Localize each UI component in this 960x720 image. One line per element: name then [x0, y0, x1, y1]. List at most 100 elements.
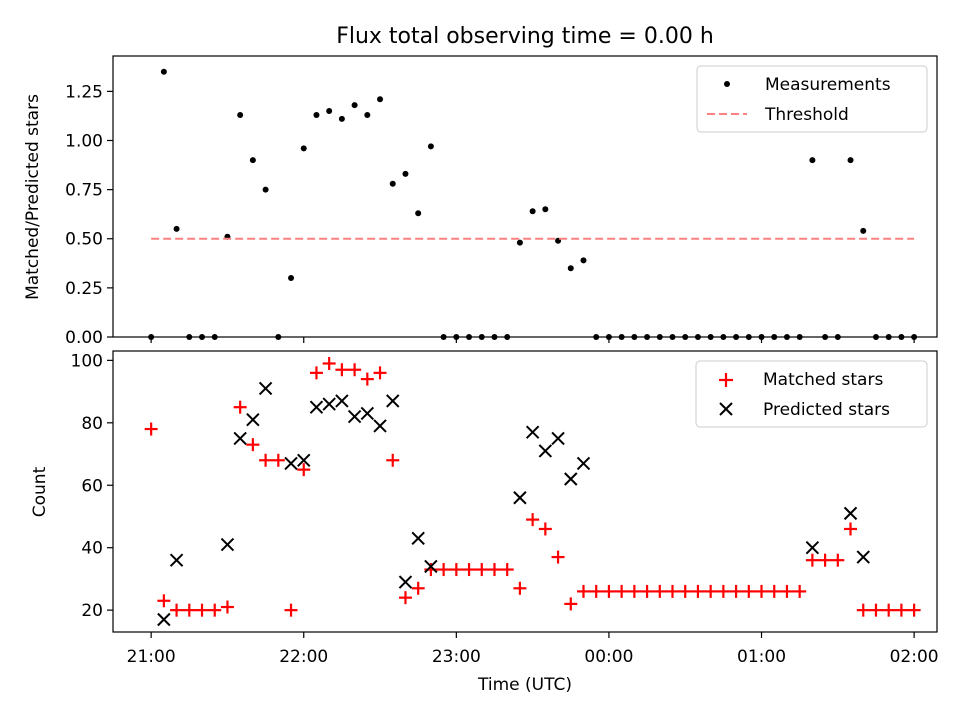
bottom-axes-frame [112, 350, 938, 633]
bottom-matched-stars-point [856, 603, 870, 617]
bottom-matched-stars-point [360, 372, 374, 386]
bottom-matched-stars-point [831, 553, 845, 567]
bottom-matched-stars-point [500, 563, 514, 577]
top-x-ticks [150, 337, 915, 343]
top-measurements-point [580, 257, 587, 264]
legend-marker-predicted [719, 402, 733, 416]
top-measurements-point [542, 206, 549, 213]
bottom-matched-stars-point [869, 603, 883, 617]
top-measurements-point [288, 275, 295, 282]
bottom-matched-stars-point [780, 584, 794, 598]
top-measurements-point [377, 96, 384, 103]
bottom-predicted-stars-point [169, 553, 184, 567]
bottom-matched-stars-point [335, 363, 349, 377]
legend-label-measurements: Measurements [765, 75, 891, 95]
bottom-matched-stars-point [576, 584, 590, 598]
bottom-predicted-stars-point [309, 400, 324, 414]
bottom-matched-stars-point [589, 584, 603, 598]
bottom-legend-box [695, 360, 928, 428]
bottom-x-tick-label: 00:00 [584, 647, 633, 667]
bottom-predicted-stars-point [347, 409, 362, 424]
bottom-matched-stars-point [691, 584, 705, 598]
top-chart-title: Flux total observing time = 0.00 h [336, 24, 714, 49]
top-measurements-point [516, 239, 523, 246]
top-measurements-point [567, 265, 574, 272]
bottom-matched-stars-point [233, 400, 247, 414]
bottom-matched-stars-point [411, 581, 425, 595]
top-measurements-point [313, 111, 320, 118]
bottom-predicted-stars-point [843, 506, 858, 521]
bottom-x-ticks: 21:00 22:00 23:00 00:00 01:00 02:00 [127, 632, 939, 667]
bottom-matched-stars-point [526, 513, 540, 527]
legend-label-predicted: Predicted stars [763, 400, 890, 420]
legend-label-threshold: Threshold [764, 105, 849, 125]
bottom-matched-stars-point [704, 584, 718, 598]
top-measurements-point [262, 186, 269, 193]
top-measurements-point [351, 102, 358, 109]
bottom-matched-stars-point [182, 603, 196, 617]
bottom-predicted-stars-point [411, 531, 425, 546]
bottom-matched-stars-point [551, 550, 565, 564]
bottom-matched-stars-point [818, 553, 832, 567]
bottom-matched-stars-point [907, 603, 921, 617]
bottom-predicted-stars-point [322, 397, 336, 411]
bottom-matched-stars-point [271, 453, 285, 467]
bottom-matched-stars-point [767, 584, 781, 598]
bottom-matched-stars-point [666, 584, 680, 598]
bottom-predicted-stars-point [424, 559, 438, 574]
top-measurements-point [237, 111, 244, 118]
top-measurements-point [809, 157, 816, 164]
bottom-matched-stars-point [742, 584, 756, 598]
bottom-predicted-stars-point [856, 550, 870, 564]
bottom-matched-stars-point [805, 553, 819, 567]
bottom-predicted-stars-point [576, 456, 591, 471]
bottom-matched-stars-point [475, 563, 489, 577]
bottom-x-axis-label: Time (UTC) [477, 675, 572, 695]
bottom-predicted-stars-point [373, 419, 387, 433]
bottom-y-tick-label: 40 [81, 539, 103, 559]
bottom-matched-stars-point [716, 584, 730, 598]
bottom-legend: Matched stars Predicted stars [695, 360, 928, 428]
top-y-tick-label: 0.50 [65, 230, 103, 250]
bottom-y-axis-label: Count [30, 466, 50, 517]
top-measurements-point [173, 225, 180, 232]
top-measurements-point [529, 208, 536, 215]
bottom-y-tick-label: 20 [81, 601, 103, 621]
top-measurements-point [326, 108, 333, 115]
bottom-matched-stars-point [170, 603, 184, 617]
bottom-matched-stars-point [640, 584, 654, 598]
bottom-predicted-stars-point [220, 537, 235, 552]
bottom-matched-stars-point [398, 591, 412, 605]
bottom-predicted-stars-point [538, 444, 553, 458]
bottom-matched-stars-point [755, 584, 769, 598]
bottom-x-tick-label: 22:00 [279, 647, 328, 667]
top-measurements-point [427, 143, 434, 150]
top-measurements-point [415, 210, 422, 217]
top-legend: Measurements Threshold [696, 65, 928, 133]
top-y-tick-label: 0.75 [65, 181, 103, 201]
bottom-matched-stars-point [348, 363, 362, 377]
bottom-x-tick-label: 23:00 [432, 647, 481, 667]
top-measurements-point [860, 227, 867, 234]
top-y-tick-label: 1.25 [65, 82, 103, 102]
top-measurements-point [338, 115, 345, 122]
bottom-matched-stars-point [793, 584, 807, 598]
top-measurements-point [364, 111, 371, 118]
bottom-matched-stars-point [678, 584, 692, 598]
bottom-y-tick-label: 60 [81, 476, 103, 496]
bottom-predicted-stars-point [551, 431, 565, 446]
bottom-predicted-stars-point [525, 425, 540, 439]
top-y-tick-label: 1.00 [65, 131, 103, 151]
top-y-tick-label: 0.25 [65, 279, 103, 299]
bottom-matched-stars-point [894, 603, 908, 617]
legend-marker-matched [719, 373, 733, 387]
top-measurements-point [847, 157, 854, 164]
bottom-predicted-stars-point [386, 394, 400, 408]
bottom-predicted-stars-point [157, 612, 171, 627]
bottom-x-tick-label: 01:00 [737, 647, 786, 667]
legend-marker-measurements [724, 81, 730, 87]
bottom-predicted-stars-point [335, 394, 349, 408]
top-measurements-point [389, 180, 396, 187]
bottom-x-tick-label: 21:00 [127, 647, 176, 667]
